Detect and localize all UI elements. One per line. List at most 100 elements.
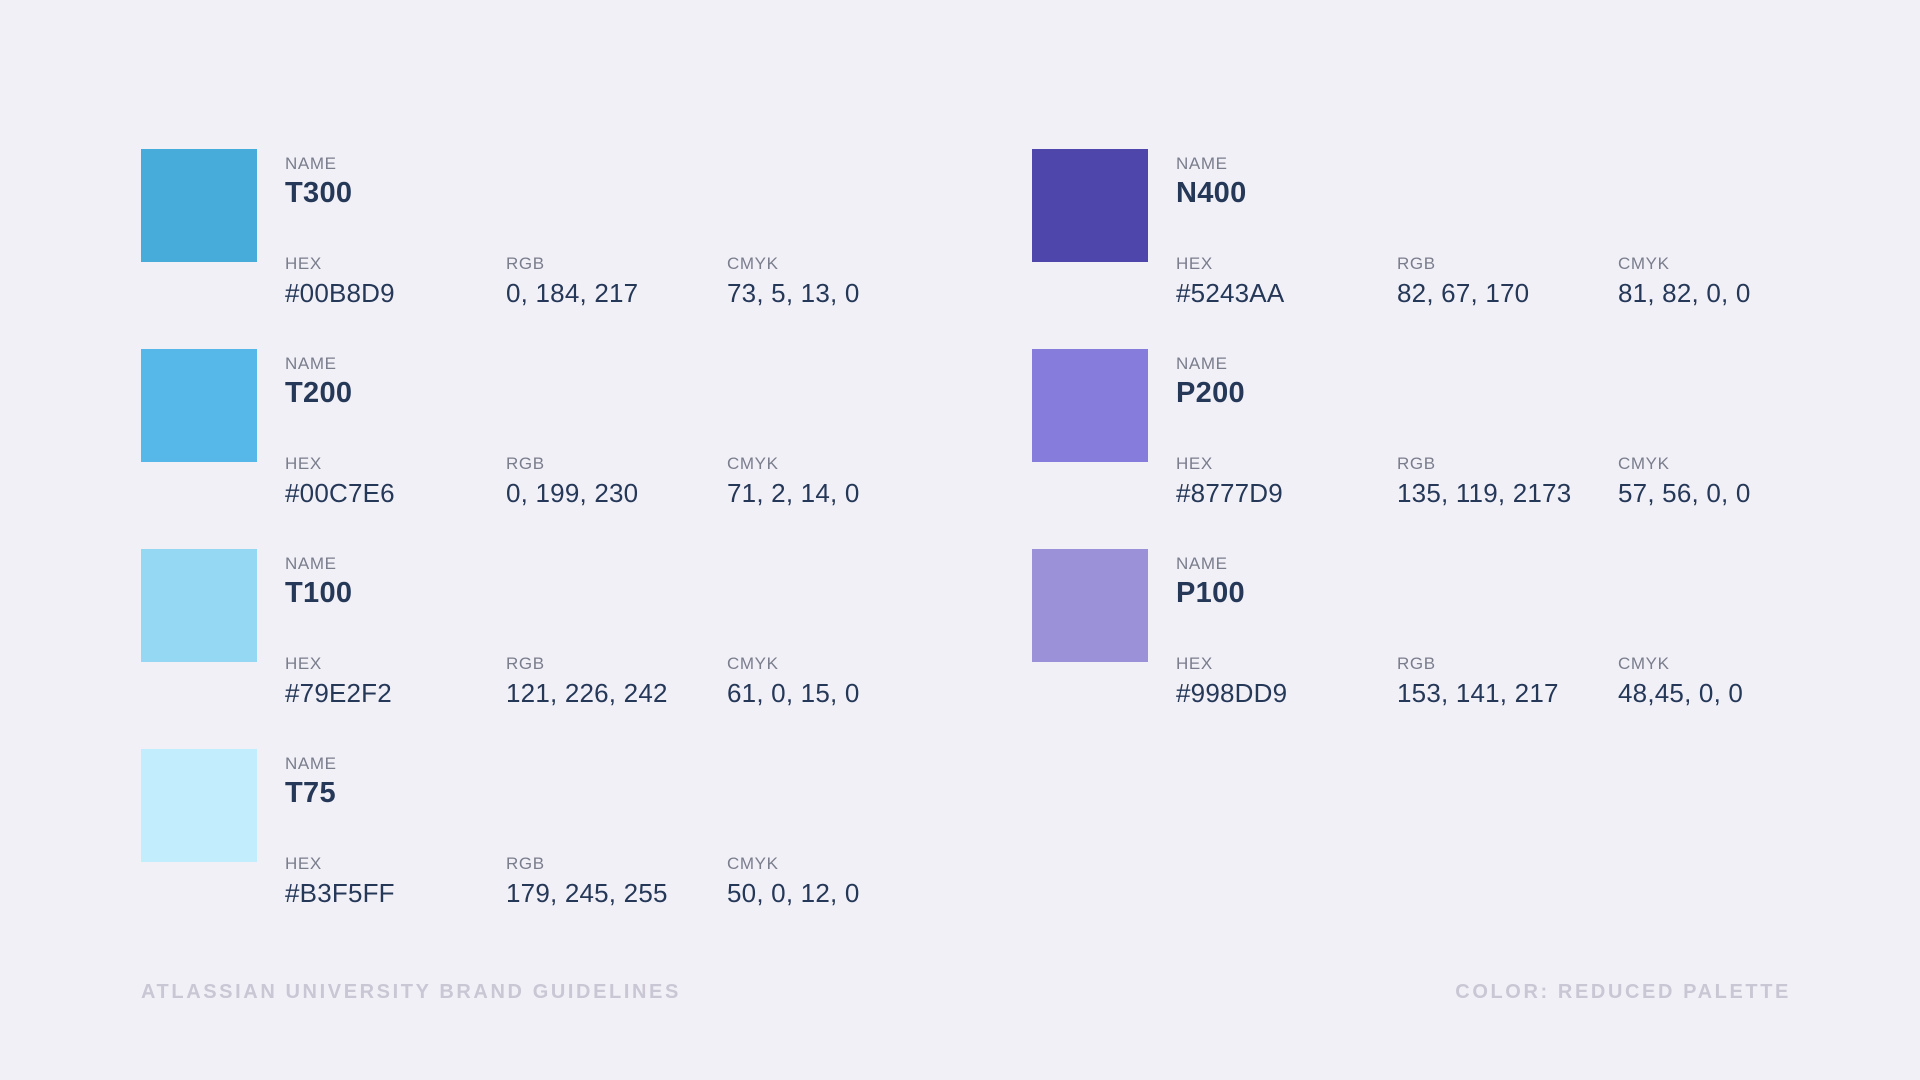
name-block: NAME T200 xyxy=(285,353,1032,411)
rgb-spec: RGB 0, 184, 217 xyxy=(506,253,727,309)
color-name: P200 xyxy=(1176,377,1245,410)
rgb-value: 0, 199, 230 xyxy=(506,478,639,509)
cmyk-spec: CMYK 81, 82, 0, 0 xyxy=(1618,253,1839,309)
cmyk-value: 61, 0, 15, 0 xyxy=(727,678,860,709)
rgb-value: 121, 226, 242 xyxy=(506,678,668,709)
hex-value: #5243AA xyxy=(1176,278,1285,309)
hex-spec: HEX #79E2F2 xyxy=(285,653,506,709)
cmyk-spec: CMYK 73, 5, 13, 0 xyxy=(727,253,948,309)
color-info: NAME T100 HEX #79E2F2 RGB 121, 226, 242 xyxy=(285,549,1032,709)
palette-column-teal: NAME T300 HEX #00B8D9 RGB 0, 184, 217 xyxy=(141,149,1032,949)
hex-value: #79E2F2 xyxy=(285,678,392,709)
rgb-label: RGB xyxy=(506,653,545,673)
hex-label: HEX xyxy=(1176,453,1213,473)
cmyk-value: 73, 5, 13, 0 xyxy=(727,278,860,309)
cmyk-label: CMYK xyxy=(727,853,779,873)
spec-row: HEX #B3F5FF RGB 179, 245, 255 CMYK 50, 0… xyxy=(285,853,1032,909)
color-swatch xyxy=(1032,549,1148,662)
name-block: NAME P200 xyxy=(1176,353,1839,411)
hex-value: #B3F5FF xyxy=(285,878,395,909)
rgb-spec: RGB 179, 245, 255 xyxy=(506,853,727,909)
spec-row: HEX #00B8D9 RGB 0, 184, 217 CMYK 73, 5, … xyxy=(285,253,1032,309)
color-name: T200 xyxy=(285,377,353,410)
color-name: P100 xyxy=(1176,577,1245,610)
rgb-label: RGB xyxy=(1397,253,1436,273)
color-card-p200: NAME P200 HEX #8777D9 RGB 135, 119, 2173 xyxy=(1032,349,1792,509)
name-label: NAME xyxy=(285,154,337,173)
color-name: N400 xyxy=(1176,177,1247,210)
cmyk-label: CMYK xyxy=(727,653,779,673)
spec-row: HEX #5243AA RGB 82, 67, 170 CMYK 81, 82,… xyxy=(1176,253,1839,309)
cmyk-value: 50, 0, 12, 0 xyxy=(727,878,860,909)
name-block: NAME T100 xyxy=(285,553,1032,611)
color-card-t200: NAME T200 HEX #00C7E6 RGB 0, 199, 230 xyxy=(141,349,1032,509)
color-card-n400: NAME N400 HEX #5243AA RGB 82, 67, 170 xyxy=(1032,149,1792,309)
hex-value: #00C7E6 xyxy=(285,478,395,509)
hex-label: HEX xyxy=(285,453,322,473)
color-name: T75 xyxy=(285,777,336,810)
color-info: NAME T200 HEX #00C7E6 RGB 0, 199, 230 xyxy=(285,349,1032,509)
color-swatch xyxy=(1032,149,1148,262)
color-card-p100: NAME P100 HEX #998DD9 RGB 153, 141, 217 xyxy=(1032,549,1792,709)
color-name: T300 xyxy=(285,177,353,210)
name-block: NAME T300 xyxy=(285,153,1032,211)
hex-value: #998DD9 xyxy=(1176,678,1288,709)
rgb-value: 179, 245, 255 xyxy=(506,878,668,909)
palette-grid: NAME T300 HEX #00B8D9 RGB 0, 184, 217 xyxy=(141,149,1920,949)
rgb-label: RGB xyxy=(506,453,545,473)
color-info: NAME T75 HEX #B3F5FF RGB 179, 245, 255 xyxy=(285,749,1032,909)
spec-row: HEX #00C7E6 RGB 0, 199, 230 CMYK 71, 2, … xyxy=(285,453,1032,509)
rgb-label: RGB xyxy=(506,853,545,873)
rgb-spec: RGB 135, 119, 2173 xyxy=(1397,453,1618,509)
name-label: NAME xyxy=(285,354,337,373)
hex-label: HEX xyxy=(1176,653,1213,673)
hex-value: #00B8D9 xyxy=(285,278,395,309)
hex-spec: HEX #998DD9 xyxy=(1176,653,1397,709)
cmyk-value: 71, 2, 14, 0 xyxy=(727,478,860,509)
color-info: NAME P100 HEX #998DD9 RGB 153, 141, 217 xyxy=(1176,549,1839,709)
hex-label: HEX xyxy=(285,853,322,873)
hex-spec: HEX #5243AA xyxy=(1176,253,1397,309)
cmyk-spec: CMYK 50, 0, 12, 0 xyxy=(727,853,948,909)
name-block: NAME P100 xyxy=(1176,553,1839,611)
spec-row: HEX #998DD9 RGB 153, 141, 217 CMYK 48,45… xyxy=(1176,653,1839,709)
rgb-value: 0, 184, 217 xyxy=(506,278,639,309)
cmyk-spec: CMYK 57, 56, 0, 0 xyxy=(1618,453,1839,509)
color-card-t300: NAME T300 HEX #00B8D9 RGB 0, 184, 217 xyxy=(141,149,1032,309)
rgb-spec: RGB 82, 67, 170 xyxy=(1397,253,1618,309)
name-label: NAME xyxy=(1176,354,1228,373)
name-label: NAME xyxy=(285,554,337,573)
spec-row: HEX #8777D9 RGB 135, 119, 2173 CMYK 57, … xyxy=(1176,453,1839,509)
color-info: NAME T300 HEX #00B8D9 RGB 0, 184, 217 xyxy=(285,149,1032,309)
cmyk-label: CMYK xyxy=(1618,453,1670,473)
palette-column-purple: NAME N400 HEX #5243AA RGB 82, 67, 170 xyxy=(1032,149,1792,949)
rgb-label: RGB xyxy=(1397,653,1436,673)
color-swatch xyxy=(141,149,257,262)
hex-value: #8777D9 xyxy=(1176,478,1283,509)
name-block: NAME N400 xyxy=(1176,153,1839,211)
rgb-spec: RGB 153, 141, 217 xyxy=(1397,653,1618,709)
hex-label: HEX xyxy=(1176,253,1213,273)
rgb-label: RGB xyxy=(506,253,545,273)
cmyk-label: CMYK xyxy=(727,453,779,473)
hex-spec: HEX #8777D9 xyxy=(1176,453,1397,509)
rgb-label: RGB xyxy=(1397,453,1436,473)
hex-label: HEX xyxy=(285,253,322,273)
rgb-value: 153, 141, 217 xyxy=(1397,678,1559,709)
cmyk-spec: CMYK 48,45, 0, 0 xyxy=(1618,653,1839,709)
footer-title: ATLASSIAN UNIVERSITY BRAND GUIDELINES xyxy=(141,981,681,1003)
rgb-spec: RGB 0, 199, 230 xyxy=(506,453,727,509)
color-name: T100 xyxy=(285,577,353,610)
name-block: NAME T75 xyxy=(285,753,1032,811)
footer-section-label: COLOR: REDUCED PALETTE xyxy=(1455,981,1791,1003)
hex-spec: HEX #00B8D9 xyxy=(285,253,506,309)
cmyk-spec: CMYK 61, 0, 15, 0 xyxy=(727,653,948,709)
hex-spec: HEX #00C7E6 xyxy=(285,453,506,509)
color-info: NAME P200 HEX #8777D9 RGB 135, 119, 2173 xyxy=(1176,349,1839,509)
color-card-t100: NAME T100 HEX #79E2F2 RGB 121, 226, 242 xyxy=(141,549,1032,709)
cmyk-spec: CMYK 71, 2, 14, 0 xyxy=(727,453,948,509)
cmyk-value: 57, 56, 0, 0 xyxy=(1618,478,1751,509)
color-swatch xyxy=(1032,349,1148,462)
cmyk-value: 81, 82, 0, 0 xyxy=(1618,278,1751,309)
